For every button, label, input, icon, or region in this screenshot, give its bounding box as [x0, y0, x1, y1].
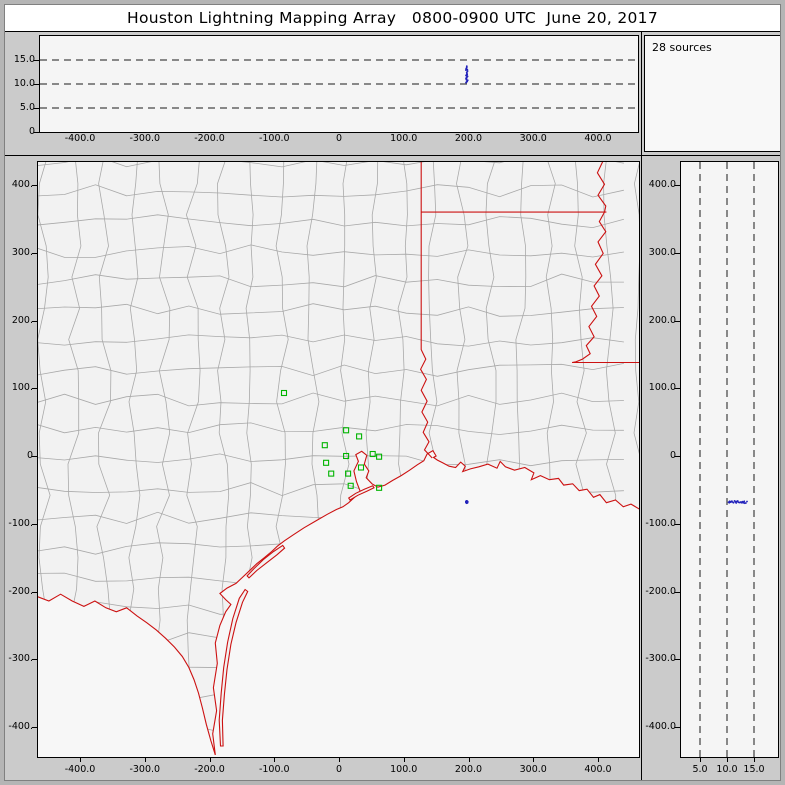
- tick-label: 300.: [11, 246, 33, 258]
- tick-mark: [32, 591, 37, 593]
- tick-mark: [34, 132, 39, 133]
- tick-label: -400.: [8, 721, 33, 732]
- tick-mark: [34, 108, 39, 109]
- plan-view-panel[interactable]: [37, 161, 640, 758]
- altitude-ns-panel[interactable]: [680, 161, 779, 758]
- tick-label: -300.0: [129, 133, 161, 144]
- tick-label: 400.0: [584, 764, 612, 775]
- tick-mark: [675, 727, 680, 728]
- tick-mark: [675, 388, 680, 390]
- tick-label: 100.0: [390, 133, 418, 144]
- tick-label: 5.0: [692, 764, 708, 775]
- vertical-separator: [641, 31, 642, 781]
- tick-mark: [675, 659, 680, 661]
- tick-label: 0: [26, 450, 33, 461]
- tick-label: 0: [335, 133, 343, 144]
- station-markers: [280, 389, 383, 491]
- tick-label: -300.0: [645, 653, 676, 665]
- tick-label: -100.0: [258, 133, 290, 144]
- tick-label: 300.0: [519, 133, 547, 144]
- altitude-ns-plot[interactable]: [681, 162, 778, 757]
- tick-label: 300.0: [648, 246, 676, 258]
- tick-label: 0: [669, 450, 676, 461]
- tick-label: 15.0: [743, 764, 765, 775]
- tick-mark: [754, 758, 755, 762]
- tick-label: -400.0: [645, 721, 676, 732]
- tick-mark: [339, 758, 340, 762]
- tick-label: 10.0: [716, 764, 738, 775]
- tick-label: 100.0: [390, 764, 418, 775]
- tick-label: -200.0: [194, 133, 225, 144]
- tick-label: -300.0: [129, 764, 161, 775]
- lightning-sources: [465, 500, 469, 505]
- altitude-ew-panel[interactable]: [39, 35, 639, 133]
- tick-mark: [32, 388, 37, 390]
- tick-label: 200.: [11, 314, 33, 326]
- tick-label: 200.0: [648, 314, 676, 326]
- title-bar: Houston Lightning Mapping Array 0800-090…: [4, 4, 781, 32]
- tick-mark: [675, 185, 680, 186]
- tick-label: -300.: [8, 653, 33, 665]
- plan-view-plot[interactable]: [38, 162, 639, 757]
- tick-mark: [34, 84, 39, 85]
- tick-label: -200.: [8, 585, 33, 597]
- tick-label: 100.: [11, 382, 33, 394]
- tick-mark: [533, 758, 535, 762]
- tick-mark: [403, 758, 405, 762]
- tick-mark: [675, 252, 680, 254]
- tick-mark: [468, 758, 470, 762]
- tick-mark: [32, 252, 37, 254]
- tick-mark: [209, 758, 211, 762]
- tick-mark: [32, 659, 37, 661]
- tick-label: -100.0: [645, 517, 676, 529]
- tick-mark: [32, 320, 37, 322]
- tick-label: 100.0: [648, 382, 676, 394]
- tick-label: -100.: [8, 517, 33, 529]
- tick-label: -200.0: [194, 764, 225, 775]
- horizontal-separator: [0, 155, 785, 156]
- tick-mark: [144, 758, 146, 762]
- tick-mark: [274, 758, 276, 762]
- tick-mark: [675, 591, 680, 593]
- tick-mark: [675, 320, 680, 322]
- tick-mark: [34, 60, 39, 61]
- app-title: Houston Lightning Mapping Array 0800-090…: [126, 8, 659, 27]
- tick-mark: [32, 185, 37, 186]
- tick-label: 400.0: [584, 133, 612, 144]
- tick-mark: [32, 523, 37, 525]
- tick-label: 0: [28, 126, 35, 137]
- tick-label: 5.0: [19, 102, 35, 113]
- tick-label: 15.0: [13, 54, 35, 65]
- tick-label: 0: [335, 764, 343, 775]
- tick-mark: [675, 523, 680, 525]
- tick-label: 200.0: [454, 133, 483, 144]
- altitude-ew-plot[interactable]: [40, 36, 638, 132]
- source-count-panel: 28 sources: [644, 35, 781, 152]
- tick-mark: [727, 758, 728, 762]
- source-count-label: 28 sources: [652, 41, 712, 54]
- tick-label: 400.: [11, 179, 33, 190]
- tick-mark: [32, 727, 37, 728]
- tick-mark: [32, 456, 37, 457]
- tick-mark: [598, 758, 599, 762]
- tick-label: 300.0: [519, 764, 547, 775]
- tick-label: 400.0: [648, 179, 676, 190]
- tick-mark: [700, 758, 701, 762]
- tick-mark: [80, 758, 81, 762]
- tick-label: 10.0: [13, 78, 35, 89]
- tick-label: -400.0: [64, 764, 96, 775]
- tick-mark: [675, 456, 680, 457]
- tick-label: -200.0: [645, 585, 676, 597]
- tick-label: 200.0: [454, 764, 483, 775]
- tick-label: -100.0: [258, 764, 290, 775]
- tick-label: -400.0: [64, 133, 96, 144]
